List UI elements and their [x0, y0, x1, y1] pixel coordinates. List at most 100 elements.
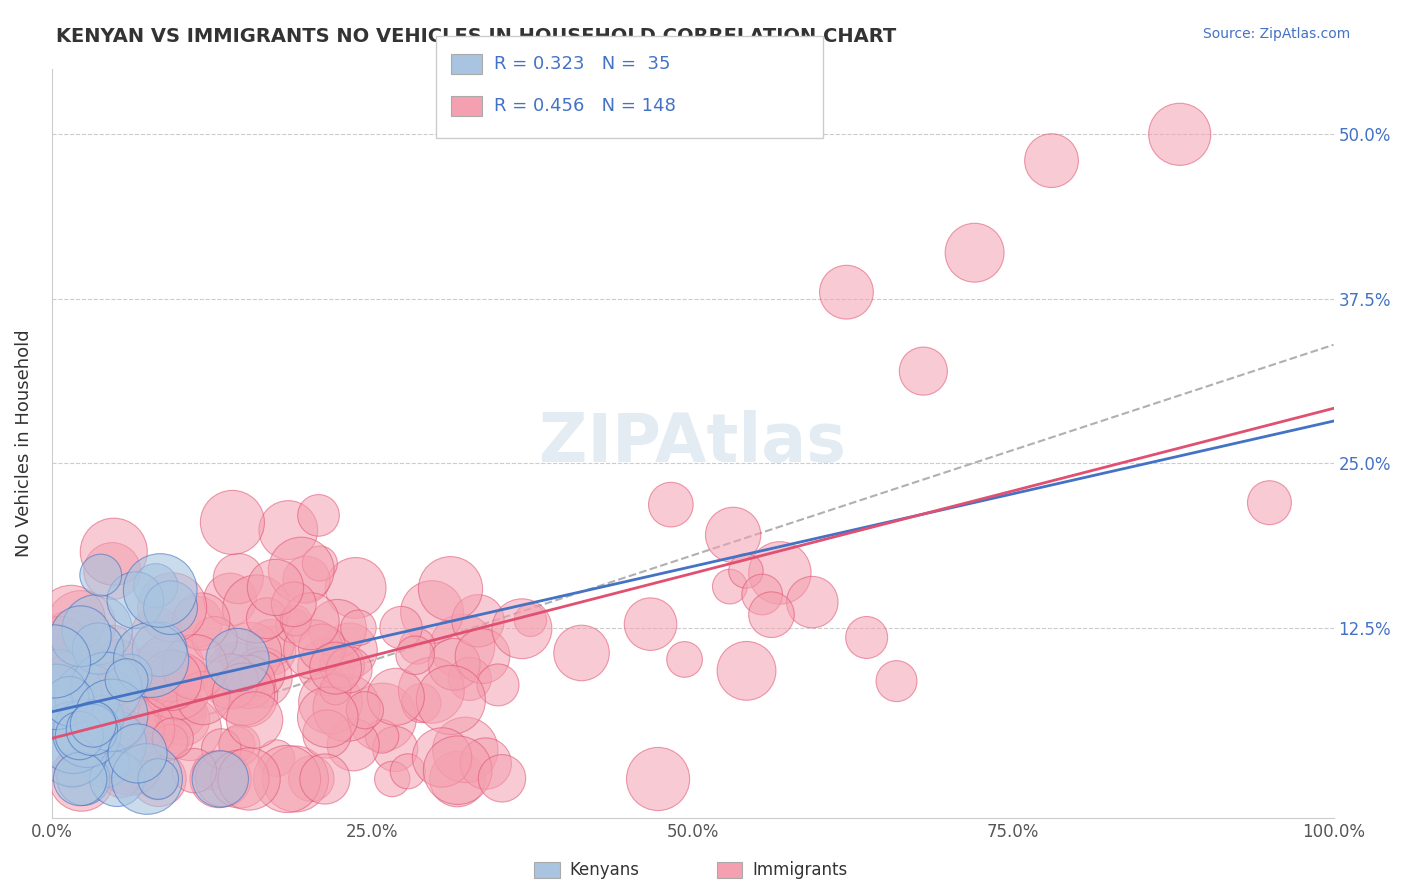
- Point: [219, 674, 242, 689]
- Point: [69, 729, 91, 743]
- Point: [101, 708, 124, 723]
- Text: ZIPAtlas: ZIPAtlas: [538, 410, 846, 476]
- Point: [212, 772, 235, 786]
- Point: [454, 743, 477, 757]
- Point: [342, 738, 364, 752]
- Point: [446, 772, 468, 786]
- Point: [491, 772, 513, 786]
- Point: [308, 557, 330, 571]
- Point: [335, 701, 357, 715]
- Point: [219, 592, 242, 607]
- Point: [221, 516, 243, 530]
- Point: [173, 713, 195, 727]
- Point: [114, 690, 136, 705]
- Point: [157, 733, 180, 747]
- Point: [183, 764, 205, 778]
- Point: [58, 694, 80, 708]
- Point: [115, 673, 138, 688]
- Point: [204, 632, 226, 647]
- Point: [406, 639, 429, 653]
- Point: [111, 727, 134, 741]
- Point: [226, 653, 249, 667]
- Point: [166, 679, 188, 693]
- Point: [302, 642, 325, 657]
- Point: [447, 763, 470, 777]
- Point: [510, 622, 533, 636]
- Point: [103, 544, 125, 558]
- Point: [209, 741, 232, 756]
- Point: [381, 772, 404, 786]
- Point: [146, 772, 169, 786]
- Point: [735, 664, 758, 678]
- Point: [159, 600, 181, 615]
- Point: [228, 739, 250, 753]
- Point: [886, 674, 908, 689]
- Point: [45, 655, 67, 669]
- Point: [295, 573, 318, 587]
- Point: [101, 639, 124, 653]
- Point: [439, 582, 461, 596]
- Point: [148, 772, 170, 786]
- Point: [149, 713, 172, 727]
- Point: [855, 631, 877, 645]
- Text: Immigrants: Immigrants: [752, 861, 848, 879]
- Point: [90, 568, 112, 582]
- Text: Source: ZipAtlas.com: Source: ZipAtlas.com: [1202, 27, 1350, 41]
- Point: [769, 566, 792, 580]
- Point: [209, 772, 232, 786]
- Point: [308, 508, 330, 523]
- Point: [260, 643, 283, 657]
- Point: [659, 498, 682, 512]
- Text: Kenyans: Kenyans: [569, 861, 640, 879]
- Point: [384, 742, 406, 756]
- Point: [354, 703, 377, 717]
- Point: [673, 652, 696, 666]
- Point: [443, 657, 465, 672]
- Point: [207, 772, 229, 786]
- Point: [519, 613, 541, 627]
- Point: [389, 621, 412, 635]
- Point: [226, 668, 249, 682]
- Point: [160, 600, 183, 615]
- Point: [718, 580, 741, 594]
- Point: [721, 528, 744, 542]
- Point: [139, 653, 162, 667]
- Point: [311, 640, 333, 655]
- Point: [132, 722, 155, 736]
- Point: [58, 634, 80, 648]
- Point: [105, 772, 128, 786]
- Point: [299, 614, 322, 628]
- Point: [284, 614, 307, 628]
- Point: [87, 641, 110, 656]
- Point: [45, 690, 67, 704]
- Point: [430, 750, 453, 764]
- Point: [226, 738, 249, 752]
- Point: [136, 723, 159, 737]
- Point: [284, 772, 307, 786]
- Point: [396, 764, 419, 779]
- Point: [235, 689, 257, 703]
- Point: [283, 597, 305, 611]
- Point: [149, 706, 172, 721]
- Point: [103, 725, 125, 739]
- Point: [238, 674, 260, 689]
- Point: [252, 666, 274, 681]
- Point: [184, 660, 207, 674]
- Point: [70, 618, 93, 632]
- Point: [411, 696, 433, 710]
- Point: [80, 723, 103, 737]
- Point: [451, 640, 474, 654]
- Point: [276, 772, 298, 786]
- Point: [385, 690, 408, 704]
- Point: [62, 731, 84, 745]
- Y-axis label: No Vehicles in Household: No Vehicles in Household: [15, 330, 32, 558]
- Point: [148, 772, 170, 786]
- Point: [86, 623, 108, 637]
- Point: [486, 678, 509, 692]
- Point: [344, 581, 367, 595]
- Point: [266, 751, 288, 765]
- Point: [101, 681, 124, 695]
- Point: [467, 614, 489, 628]
- Point: [912, 364, 935, 378]
- Point: [256, 611, 278, 625]
